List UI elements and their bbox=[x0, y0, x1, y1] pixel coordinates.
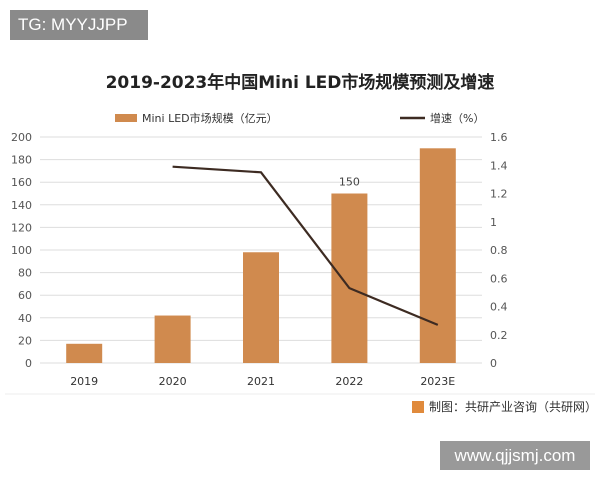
x-tick-label: 2019 bbox=[70, 375, 98, 388]
left-tick-label: 160 bbox=[11, 176, 32, 189]
right-tick-label: 0 bbox=[490, 357, 497, 370]
left-tick-label: 180 bbox=[11, 154, 32, 167]
left-tick-label: 80 bbox=[18, 267, 32, 280]
left-tick-label: 140 bbox=[11, 199, 32, 212]
bar bbox=[331, 193, 368, 363]
legend-bar-label: Mini LED市场规模（亿元） bbox=[142, 111, 278, 125]
legend-bar-swatch bbox=[115, 114, 137, 122]
data-label: 150 bbox=[339, 176, 360, 189]
source-note: 制图：共研产业咨询（共研网） bbox=[412, 398, 597, 415]
legend-line-label: 增速（%） bbox=[430, 111, 484, 125]
watermark-badge: TG: MYYJJPP bbox=[10, 10, 148, 40]
left-tick-label: 60 bbox=[18, 289, 32, 302]
chart-title: 2019-2023年中国Mini LED市场规模预测及增速 bbox=[105, 73, 495, 93]
source-text: 制图：共研产业咨询（共研网） bbox=[429, 400, 598, 414]
x-tick-label: 2023E bbox=[420, 375, 455, 388]
bar bbox=[419, 148, 456, 363]
right-tick-label: 1.4 bbox=[490, 159, 508, 172]
right-tick-label: 0.6 bbox=[490, 272, 508, 285]
right-tick-label: 0.8 bbox=[490, 244, 508, 257]
logo-icon bbox=[412, 400, 424, 413]
right-tick-label: 1.2 bbox=[490, 188, 508, 201]
left-tick-label: 40 bbox=[18, 312, 32, 325]
left-tick-label: 100 bbox=[11, 244, 32, 257]
x-tick-label: 2022 bbox=[335, 375, 363, 388]
bar bbox=[66, 343, 103, 363]
right-tick-label: 1.6 bbox=[490, 131, 508, 144]
right-tick-label: 0.4 bbox=[490, 301, 508, 314]
bar bbox=[243, 252, 279, 363]
right-tick-label: 0.2 bbox=[490, 329, 508, 342]
left-tick-label: 120 bbox=[11, 221, 32, 234]
site-watermark: www.qjjsmj.com bbox=[440, 441, 590, 470]
left-tick-label: 0 bbox=[25, 357, 32, 370]
bar bbox=[154, 315, 191, 363]
x-tick-label: 2021 bbox=[247, 375, 275, 388]
x-tick-label: 2020 bbox=[159, 375, 187, 388]
left-tick-label: 200 bbox=[11, 131, 32, 144]
left-tick-label: 20 bbox=[18, 334, 32, 347]
right-tick-label: 1 bbox=[490, 216, 497, 229]
growth-line bbox=[172, 165, 439, 326]
